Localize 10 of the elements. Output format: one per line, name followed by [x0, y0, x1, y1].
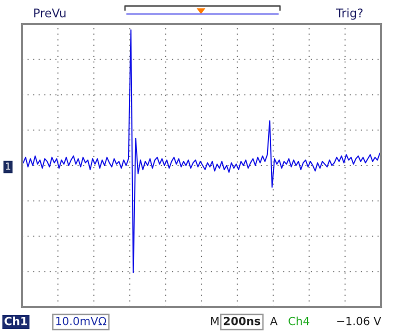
- text: 1: [6, 162, 10, 170]
- text: PreVu: [34, 8, 66, 18]
- text: Ch4: [288, 316, 310, 326]
- text: −1.06 V: [337, 316, 382, 326]
- text: A: [270, 316, 278, 326]
- text: Ch1: [4, 316, 28, 326]
- text: M: [211, 316, 218, 326]
- text: 200ns: [224, 316, 260, 326]
- text: 10.0mVΩ: [56, 316, 106, 326]
- text: Trig?: [336, 8, 363, 20]
